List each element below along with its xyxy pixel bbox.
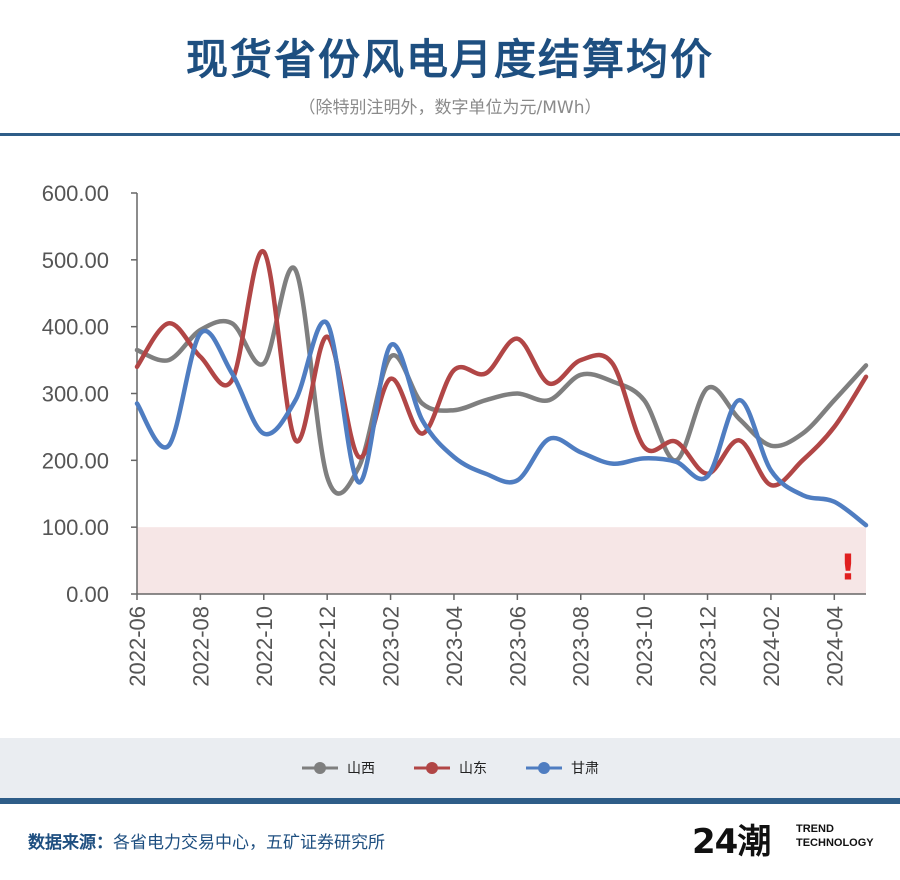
- legend-swatch: [302, 762, 338, 774]
- brand-logo: 24潮 TREND TECHNOLOGY: [692, 814, 882, 864]
- x-tick-label: 2023-08: [569, 606, 594, 687]
- legend-swatch-marker: [314, 762, 326, 774]
- low-price-band-layer: [137, 527, 866, 594]
- legend-entry: 山西: [301, 758, 375, 778]
- series-line-2: [134, 249, 869, 488]
- footer-divider: [0, 798, 900, 804]
- x-tick-label: 2022-10: [252, 606, 277, 687]
- legend-label: 山东: [459, 761, 487, 777]
- low-price-band: [137, 527, 866, 594]
- y-tick-label: 500.00: [42, 248, 109, 273]
- annotation-layer: !: [840, 547, 856, 588]
- legend-label: 甘肃: [571, 761, 599, 777]
- x-tick-label: 2022-08: [188, 606, 213, 687]
- logo-wordmark: TREND TECHNOLOGY: [796, 822, 874, 850]
- source-label: 数据来源：: [28, 833, 113, 853]
- chart-legend: 山西 山东 甘肃: [0, 738, 900, 798]
- legend-swatch-marker: [426, 762, 438, 774]
- y-tick-label: 600.00: [42, 181, 109, 206]
- data-source: 数据来源：各省电力交易中心，五矿证券研究所: [28, 828, 385, 853]
- warning-icon: !: [840, 547, 856, 588]
- chart-title: 现货省份风电月度结算均价: [185, 35, 714, 84]
- x-tick-label: 2022-12: [315, 606, 340, 687]
- x-tick-label: 2022-06: [125, 606, 150, 687]
- series-line-1: [134, 265, 869, 496]
- chart-subtitle: （除特别注明外，数字单位为元/MWh）: [298, 98, 602, 118]
- y-tick-label: 300.00: [42, 382, 109, 407]
- axes: 0.00 100.00 200.00 300.00 400.00 500.00 600.00…: [42, 181, 866, 687]
- legend-band: 山西 山东 甘肃: [0, 738, 900, 798]
- x-tick-label: 2024-04: [822, 606, 847, 687]
- x-tick-label: 2023-04: [442, 606, 467, 687]
- line-chart: 0.00 100.00 200.00 300.00 400.00 500.00 600.00…: [42, 181, 869, 687]
- header-divider: [0, 133, 900, 136]
- x-tick-label: 2023-02: [379, 606, 404, 687]
- legend-swatch: [526, 762, 562, 774]
- x-tick-label: 2023-06: [505, 606, 530, 687]
- x-tick-label: 2023-12: [696, 606, 721, 687]
- series-line-3: [134, 319, 869, 528]
- y-tick-label: 100.00: [42, 515, 109, 540]
- x-tick-label: 2023-10: [632, 606, 657, 687]
- legend-entry: 山东: [413, 758, 487, 778]
- legend-entry: 甘肃: [525, 758, 599, 778]
- series-lines: [134, 249, 869, 528]
- x-tick-label: 2024-02: [759, 606, 784, 687]
- legend-swatch-marker: [538, 762, 550, 774]
- source-text: 各省电力交易中心，五矿证券研究所: [113, 833, 385, 853]
- y-tick-label: 0.00: [66, 582, 109, 607]
- legend-label: 山西: [347, 761, 375, 777]
- logo-mark: 24潮: [692, 822, 771, 862]
- logo-line-technology: TECHNOLOGY: [796, 837, 874, 849]
- legend-swatch: [414, 762, 450, 774]
- y-tick-label: 200.00: [42, 448, 109, 473]
- y-tick-label: 400.00: [42, 315, 109, 340]
- logo-line-trend: TREND: [796, 823, 834, 835]
